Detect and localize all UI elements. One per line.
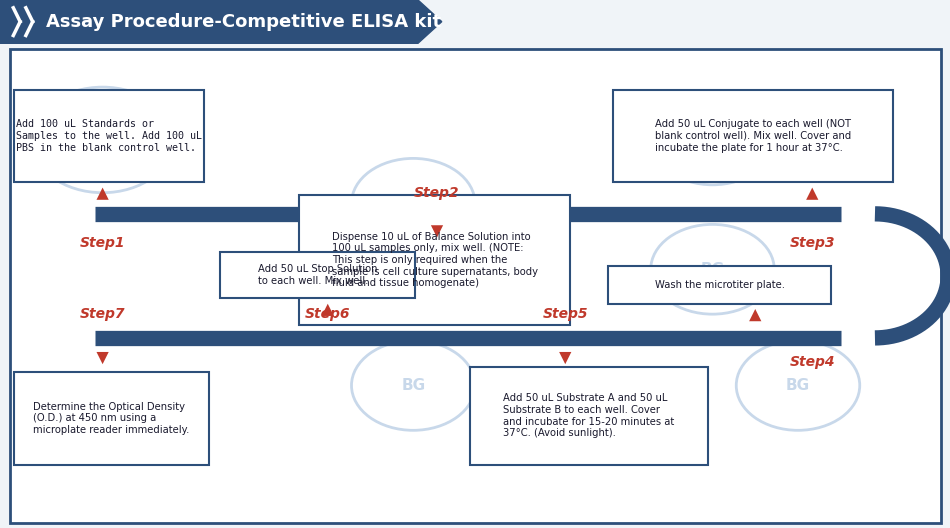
FancyBboxPatch shape xyxy=(470,367,708,465)
Text: Step2: Step2 xyxy=(414,186,460,200)
Text: Step3: Step3 xyxy=(789,236,835,250)
FancyBboxPatch shape xyxy=(608,266,831,304)
Text: Step7: Step7 xyxy=(80,307,125,321)
Text: BG: BG xyxy=(786,378,810,393)
Text: Dispense 10 uL of Balance Solution into
100 uL samples only, mix well. (NOTE:
Th: Dispense 10 uL of Balance Solution into … xyxy=(332,232,538,288)
Text: Add 50 uL Conjugate to each well (NOT
blank control well). Mix well. Cover and
i: Add 50 uL Conjugate to each well (NOT bl… xyxy=(655,119,851,153)
Text: BG: BG xyxy=(700,133,725,147)
FancyBboxPatch shape xyxy=(299,195,570,325)
Text: Step6: Step6 xyxy=(305,307,351,321)
Text: BG: BG xyxy=(401,196,426,211)
Text: Add 100 uL Standards or
Samples to the well. Add 100 uL
PBS in the blank control: Add 100 uL Standards or Samples to the w… xyxy=(16,119,202,153)
Text: Assay Procedure-Competitive ELISA kit: Assay Procedure-Competitive ELISA kit xyxy=(46,13,441,31)
Text: Step1: Step1 xyxy=(80,236,125,250)
FancyBboxPatch shape xyxy=(220,252,415,298)
Text: BG: BG xyxy=(90,133,115,147)
Polygon shape xyxy=(0,0,442,43)
Text: Determine the Optical Density
(O.D.) at 450 nm using a
microplate reader immedia: Determine the Optical Density (O.D.) at … xyxy=(33,402,190,435)
Text: Add 50 uL Substrate A and 50 uL
Substrate B to each well. Cover
and incubate for: Add 50 uL Substrate A and 50 uL Substrat… xyxy=(504,393,674,438)
FancyBboxPatch shape xyxy=(10,49,940,523)
FancyBboxPatch shape xyxy=(14,90,204,182)
Text: BG: BG xyxy=(700,262,725,277)
Text: Add 50 uL Stop Solution
to each well. Mix well.: Add 50 uL Stop Solution to each well. Mi… xyxy=(258,265,377,286)
FancyBboxPatch shape xyxy=(14,372,209,465)
Text: Step5: Step5 xyxy=(542,307,588,321)
FancyBboxPatch shape xyxy=(613,90,893,182)
Text: BG: BG xyxy=(401,378,426,393)
Text: Wash the microtiter plate.: Wash the microtiter plate. xyxy=(655,280,785,289)
Text: Step4: Step4 xyxy=(789,355,835,369)
